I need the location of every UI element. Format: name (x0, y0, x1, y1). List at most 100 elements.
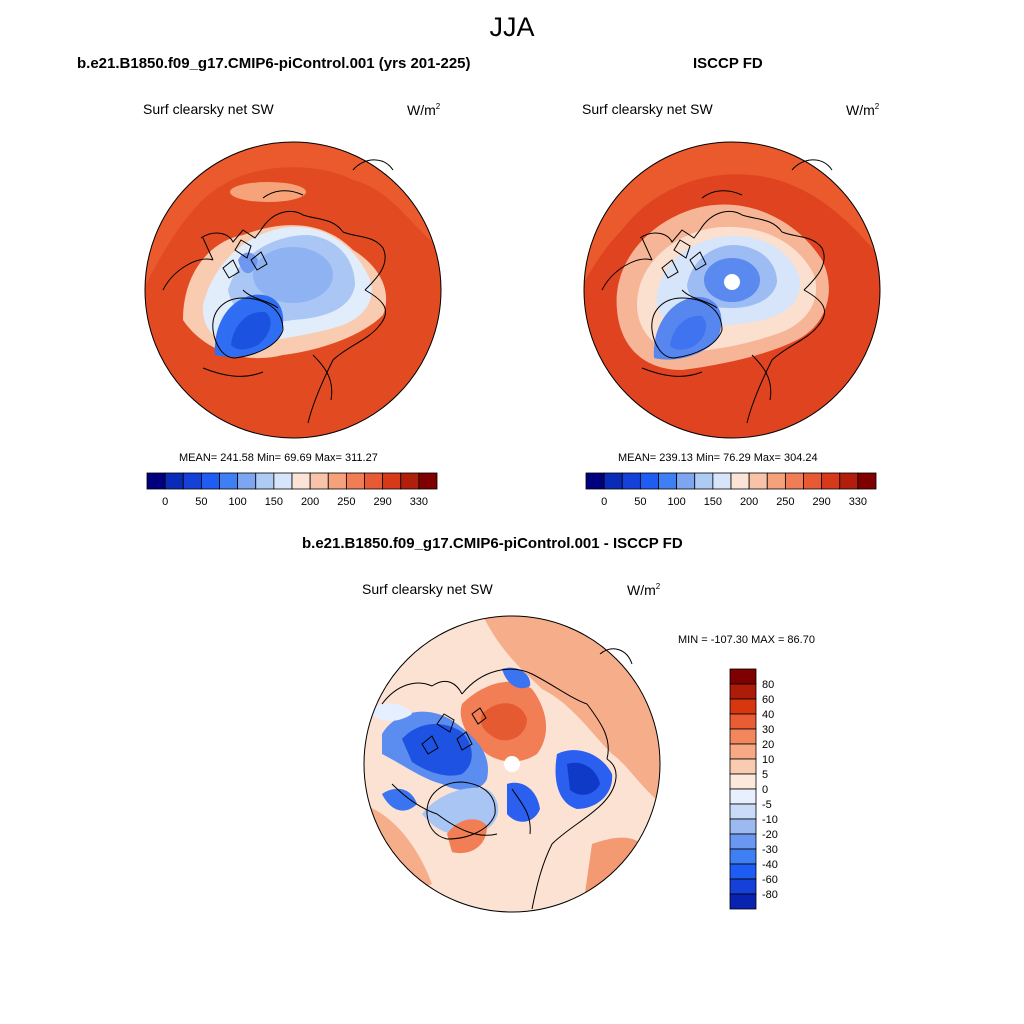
colorbar-cell (729, 773, 757, 790)
colorbar-tick-label: 250 (776, 496, 794, 508)
panel1-title: b.e21.B1850.f09_g17.CMIP6-piControl.001 … (77, 55, 471, 72)
colorbar-cell (621, 472, 641, 490)
colorbar-tick-label: 330 (849, 496, 867, 508)
map1-coastlines (162, 159, 394, 424)
map1-fill-greenland-core (231, 311, 271, 350)
colorbar-tick-label: 150 (265, 496, 283, 508)
map3-fill-siberia-cold-core (567, 762, 600, 795)
colorbar-cell (729, 758, 757, 775)
colorbar-cell (729, 863, 757, 880)
map3-fill-alaska-cold (502, 667, 531, 689)
colorbar-cell (291, 472, 311, 490)
panel2-units-base: W/m (846, 102, 875, 118)
colorbar-tick-label: 60 (762, 694, 774, 706)
colorbar-cell (729, 668, 757, 685)
colorbar-cell (712, 472, 732, 490)
panel3-polar-map (363, 615, 661, 913)
map1-fill-southwest (145, 380, 185, 438)
colorbar-cell (182, 472, 202, 490)
colorbar-cell (382, 472, 402, 490)
colorbar-tick-label: 290 (812, 496, 830, 508)
colorbar-cell (729, 833, 757, 850)
map1-fill-pale-north (230, 182, 306, 202)
map1-border (144, 141, 442, 439)
colorbar-cell (729, 803, 757, 820)
colorbar-cell (784, 472, 804, 490)
colorbar-tick-label: -30 (762, 844, 778, 856)
panel3-title: b.e21.B1850.f09_g17.CMIP6-piControl.001 … (302, 535, 683, 552)
map1-fill-ice-core (253, 247, 333, 303)
map3-pole-hole (504, 756, 520, 772)
colorbar-cell (857, 472, 877, 490)
map3-fill-southeast-warm (582, 837, 660, 912)
colorbar-tick-label: -60 (762, 874, 778, 886)
map3-border (363, 615, 661, 913)
colorbar-cell (729, 818, 757, 835)
colorbar-cell (146, 472, 166, 490)
map2-pole-hole (724, 274, 740, 290)
colorbar-tick-label: -10 (762, 814, 778, 826)
panel1-units: W/m2 (407, 102, 440, 118)
colorbar-tick-label: 50 (634, 496, 646, 508)
map3-fill-labrador-cold (382, 788, 417, 811)
colorbar-tick-label: 0 (162, 496, 168, 508)
panel2-colorbar: 0 50 100 150 200 250 290 330 (585, 472, 877, 508)
colorbar-tick-label: 5 (762, 769, 768, 781)
panel3-colorbar: 80 60 40 30 20 10 5 0 -5 -10 -20 -30 -40 -60 -80 (729, 668, 778, 910)
colorbar-cell (273, 472, 293, 490)
colorbar-cell (766, 472, 786, 490)
panel2-stats: MEAN= 239.13 Min= 76.29 Max= 304.24 (618, 452, 818, 464)
colorbar-tick-label: 0 (601, 496, 607, 508)
colorbar-cell (327, 472, 347, 490)
panel3-variable: Surf clearsky net SW (362, 581, 493, 597)
colorbar-cell (255, 472, 275, 490)
colorbar-cell (729, 788, 757, 805)
colorbar-tick-label: 30 (762, 724, 774, 736)
colorbar-cell (237, 472, 257, 490)
colorbar-tick-label: -40 (762, 859, 778, 871)
map3-fill-archipelago-cold-core (402, 723, 472, 776)
map2-fill-greenland-core (670, 315, 707, 350)
map1-fill-northband (145, 142, 441, 290)
season-title: JJA (489, 12, 535, 42)
panel2-units: W/m2 (846, 102, 879, 118)
colorbar-cell (418, 472, 438, 490)
panel2-variable: Surf clearsky net SW (582, 101, 713, 117)
colorbar-tick-label: 200 (740, 496, 758, 508)
panel3-units: W/m2 (627, 582, 660, 598)
colorbar-cell (729, 728, 757, 745)
map2-fill-northband (584, 142, 880, 285)
colorbar-cell (729, 893, 757, 910)
map1-fill-archipelago (238, 252, 258, 274)
colorbar-tick-label: 150 (704, 496, 722, 508)
colorbar-tick-label: 10 (762, 754, 774, 766)
colorbar-tick-label: -5 (762, 799, 772, 811)
colorbar-cell (585, 472, 605, 490)
panel3-stats: MIN = -107.30 MAX = 86.70 (678, 634, 815, 646)
colorbar-cell (676, 472, 696, 490)
colorbar-cell (658, 472, 678, 490)
colorbar-tick-label: 290 (373, 496, 391, 508)
panel3-units-exp: 2 (655, 582, 661, 591)
panel1-polar-map (144, 141, 442, 439)
colorbar-cell (803, 472, 823, 490)
map3-coastlines (381, 648, 633, 910)
colorbar-cell (748, 472, 768, 490)
colorbar-tick-label: 80 (762, 679, 774, 691)
panel1-variable: Surf clearsky net SW (143, 101, 274, 117)
colorbar-cell (729, 848, 757, 865)
colorbar-cell (639, 472, 659, 490)
panel1-units-base: W/m (407, 102, 436, 118)
colorbar-cell (364, 472, 384, 490)
colorbar-cell (729, 743, 757, 760)
map3-fill-east-warm (482, 616, 660, 804)
panel1-units-exp: 2 (435, 102, 441, 111)
colorbar-cell (345, 472, 365, 490)
colorbar-cell (309, 472, 329, 490)
map3-fill-eurasia-cold (507, 782, 540, 822)
colorbar-cell (729, 698, 757, 715)
colorbar-tick-label: 100 (667, 496, 685, 508)
colorbar-tick-label: 330 (410, 496, 428, 508)
colorbar-tick-label: 250 (337, 496, 355, 508)
colorbar-cell (729, 713, 757, 730)
